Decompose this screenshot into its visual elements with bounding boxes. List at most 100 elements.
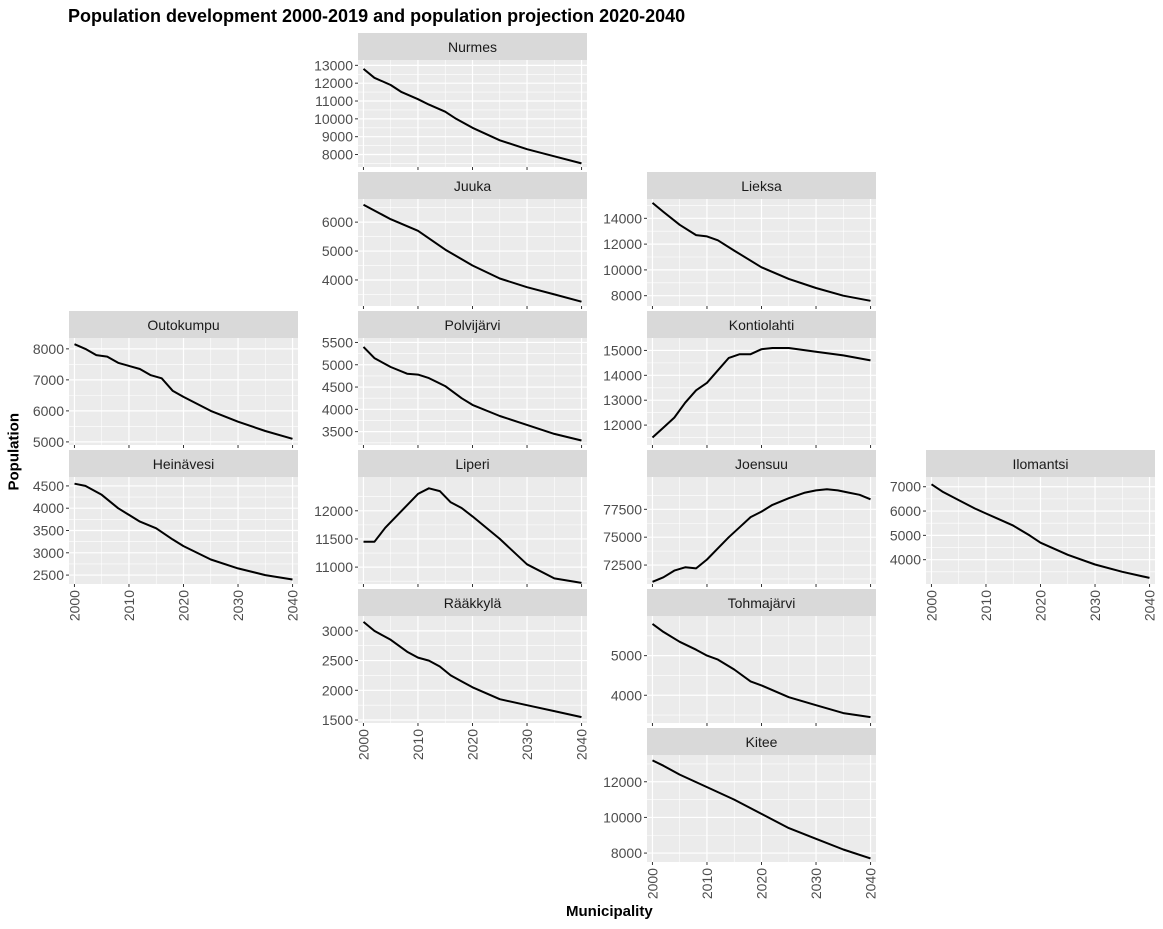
x-tick-label: 2020 (1033, 590, 1049, 621)
y-tick-label: 11000 (315, 93, 353, 109)
facet-panel: Heinävesi 2500 3000 3500 4000 4500 2000 2010 202… (33, 450, 301, 621)
facet-strip (69, 311, 298, 338)
x-tick-label: 2020 (465, 729, 481, 760)
facet-panel: Polvijärvi 3500 4000 4500 5000 5500 (322, 311, 587, 448)
y-tick-label: 8000 (322, 147, 353, 163)
facet-strip (647, 728, 876, 755)
facet-strip (358, 589, 587, 616)
series-line (363, 203, 582, 303)
y-tick-label: 4500 (322, 379, 353, 395)
facet-panel: Tohmajärvi 4000 5000 (611, 589, 876, 726)
y-tick-label: 4000 (322, 272, 353, 288)
y-tick-label: 6000 (33, 403, 64, 419)
y-tick-label: 11500 (315, 531, 353, 547)
series-line (362, 68, 582, 165)
y-tick-label: 15000 (603, 342, 642, 358)
facet-strip-label: Kitee (746, 734, 778, 750)
facet-panel: Outokumpu 5000 6000 7000 8000 (33, 311, 298, 450)
facet-strip (358, 172, 587, 199)
series-line (651, 623, 871, 719)
facet-strip-label: Joensuu (735, 456, 788, 472)
facet-strip-label: Outokumpu (147, 317, 219, 333)
y-tick-label: 3500 (322, 424, 353, 440)
y-tick-label: 10000 (603, 809, 642, 825)
facet-strip (69, 450, 298, 477)
facet-strip (647, 450, 876, 477)
y-tick-label: 4000 (322, 401, 353, 417)
facet-strip-label: Lieksa (741, 178, 782, 194)
y-tick-label: 4000 (890, 552, 921, 568)
y-tick-label: 14000 (603, 210, 642, 226)
facet-panel: Kitee 8000 10000 12000 2000 2010 2020 2030 2040 (603, 728, 879, 899)
facet-strip (647, 172, 876, 199)
facet-strip (358, 33, 587, 60)
facet-panel: Liperi 11000 11500 12000 (314, 450, 587, 587)
x-tick-label: 2010 (978, 590, 994, 621)
y-tick-label: 12000 (603, 774, 642, 790)
y-tick-label: 7000 (890, 479, 921, 495)
facet-strip-label: Ilomantsi (1012, 456, 1068, 472)
facet-panel: Kontiolahti 12000 13000 14000 15000 (603, 311, 876, 448)
series-line (652, 759, 871, 860)
y-tick-label: 77500 (603, 501, 642, 517)
y-tick-label: 5500 (322, 334, 353, 350)
y-tick-label: 12000 (603, 236, 642, 252)
y-tick-label: 12000 (314, 75, 353, 91)
facet-strip-label: Rääkkylä (444, 595, 502, 611)
y-tick-label: 2500 (33, 567, 64, 583)
y-tick-label: 12000 (314, 503, 353, 519)
x-tick-label: 2010 (121, 590, 137, 621)
series-line (362, 346, 582, 442)
y-tick-label: 72500 (603, 557, 642, 573)
y-tick-label: 4500 (33, 478, 64, 494)
x-tick-label: 2030 (808, 868, 824, 899)
x-tick-label: 2030 (1087, 590, 1103, 621)
x-tick-label: 2030 (230, 590, 246, 621)
x-tick-label: 2000 (66, 590, 82, 621)
y-tick-label: 11000 (315, 559, 353, 575)
x-tick-label: 2040 (1142, 590, 1158, 621)
series-line (74, 343, 293, 440)
facet-strip-label: Polvijärvi (444, 317, 500, 333)
x-axis-label: Municipality (566, 903, 653, 920)
x-tick-label: 2000 (923, 590, 939, 621)
facet-panel: Joensuu 72500 75000 77500 (603, 450, 876, 587)
y-tick-label: 8000 (33, 341, 64, 357)
facet-panel: Lieksa 8000 10000 12000 14000 (603, 172, 876, 309)
y-tick-label: 13000 (603, 392, 642, 408)
facet-panel: Juuka 4000 5000 6000 (322, 172, 587, 309)
y-tick-label: 8000 (611, 845, 642, 861)
y-tick-label: 7000 (33, 372, 64, 388)
x-tick-label: 2010 (410, 729, 426, 760)
x-tick-label: 2030 (519, 729, 535, 760)
facet-strip-label: Kontiolahti (729, 317, 794, 333)
y-tick-label: 5000 (611, 648, 642, 664)
x-tick-label: 2000 (644, 868, 660, 899)
series-line (930, 483, 1150, 579)
x-tick-label: 2040 (574, 729, 590, 760)
x-tick-label: 2010 (699, 868, 715, 899)
y-tick-label: 4000 (33, 500, 64, 516)
y-tick-label: 6000 (890, 503, 921, 519)
y-tick-label: 6000 (322, 214, 353, 230)
series-line (74, 482, 293, 581)
facet-strip-label: Nurmes (448, 39, 497, 55)
facet-strip-label: Juuka (454, 178, 492, 194)
y-tick-label: 5000 (890, 527, 921, 543)
facet-strip (926, 450, 1155, 477)
y-tick-label: 5000 (322, 357, 353, 373)
chart-title: Population development 2000-2019 and pop… (68, 6, 686, 26)
series-line (362, 621, 582, 719)
series-line (651, 347, 871, 439)
y-tick-label: 1500 (322, 712, 353, 728)
facet-strip-label: Heinävesi (153, 456, 214, 472)
facet-panel: Ilomantsi 4000 5000 6000 7000 2000 2010 2020 203… (890, 450, 1158, 621)
x-tick-label: 2020 (176, 590, 192, 621)
facet-strip (358, 311, 587, 338)
x-tick-label: 2020 (754, 868, 770, 899)
y-tick-label: 5000 (33, 434, 64, 450)
y-tick-label: 3000 (33, 545, 64, 561)
facet-strip (647, 311, 876, 338)
